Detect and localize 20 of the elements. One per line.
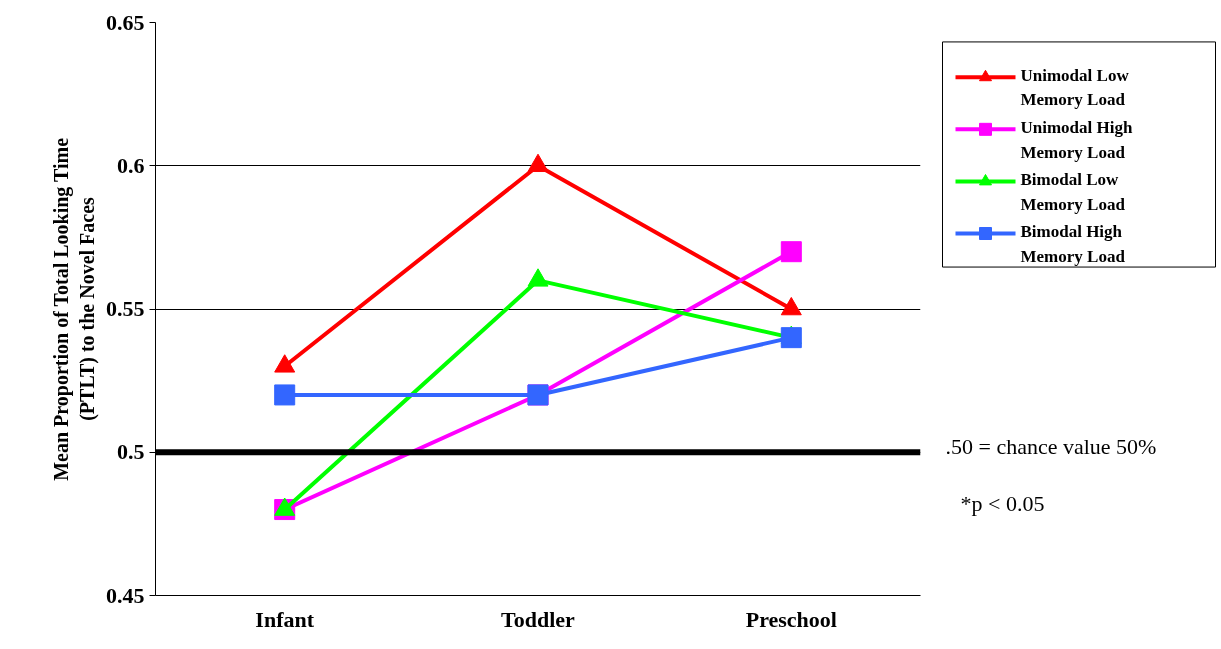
y-tick-label: 0.55 [106, 296, 145, 321]
y-tick-label: 0.45 [106, 582, 145, 608]
legend-label: Unimodal Low Memory Load [1020, 65, 1130, 110]
x-tick-label: Toddler [501, 606, 576, 632]
text: .50 = chance value 50% [945, 433, 1157, 459]
y-tick-label: 0.6 [117, 152, 145, 178]
legend-label: Unimodal High Memory Load [1020, 117, 1133, 162]
legend-label: Bimodal High Memory Load [1020, 222, 1126, 266]
y-axis-title: Mean Proportion of Total Looking Time (PTLT) to the Novel Faces [49, 137, 99, 481]
point [274, 384, 296, 406]
y-tick-label: 0.5 [117, 439, 145, 465]
point [780, 327, 802, 349]
point [527, 153, 549, 173]
legend-label: Bimodal Low Memory Load [1020, 169, 1126, 214]
point [274, 354, 296, 373]
x-tick-label: Preschool [745, 606, 837, 632]
y-tick-label: 0.65 [106, 9, 145, 35]
point [780, 296, 802, 316]
x-tick-label: Infant [255, 606, 315, 632]
text: *p < 0.05 [960, 491, 1045, 517]
